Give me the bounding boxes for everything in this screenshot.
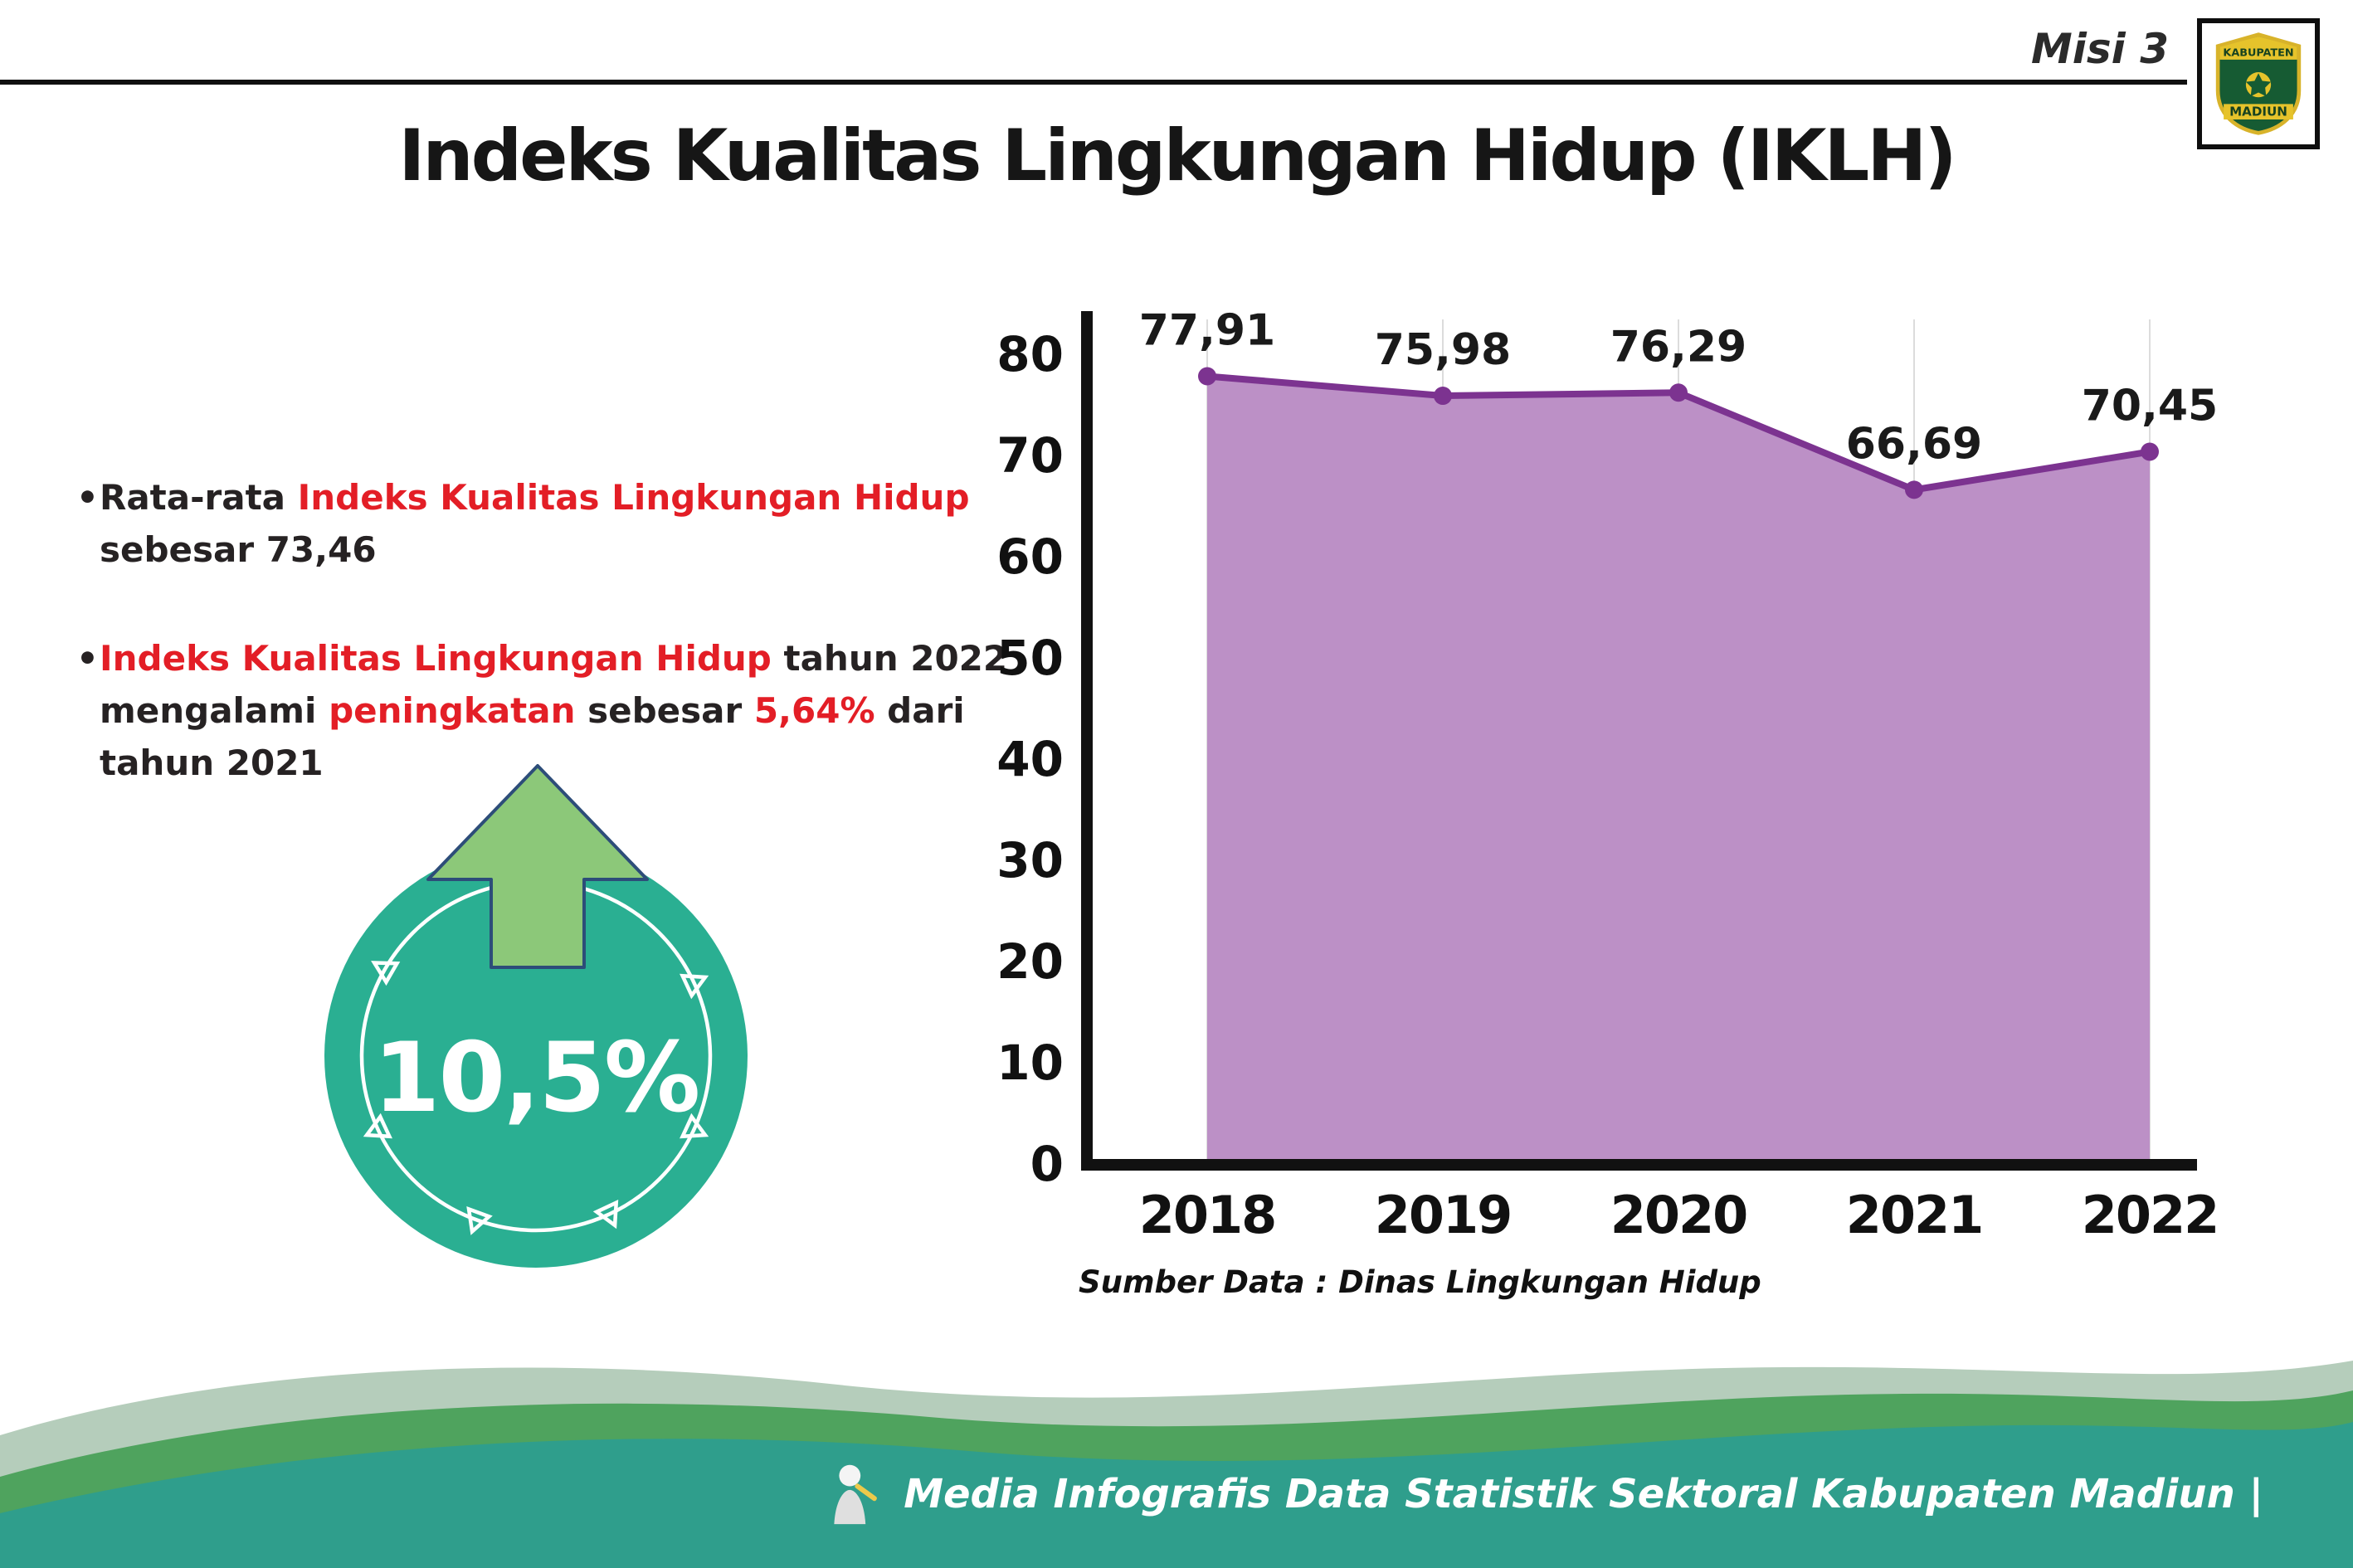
data-point — [1198, 367, 1216, 386]
data-point — [2141, 442, 2159, 461]
badge-ring-decorations — [363, 961, 709, 1235]
text-segment: tahun 2021 — [100, 743, 324, 783]
wave-teal — [0, 1422, 2353, 1568]
header-rule — [0, 80, 2187, 85]
y-tick-label: 80 — [996, 326, 1064, 382]
data-label: 70,45 — [2082, 382, 2218, 431]
data-label: 66,69 — [1846, 419, 1982, 469]
shield-emblem-icon: KABUPATEN MADIUN — [2215, 32, 2302, 135]
ring-triangle-icon — [466, 1206, 493, 1235]
text-segment: sebesar — [575, 690, 754, 731]
badge-value: 10,5% — [373, 1022, 700, 1134]
y-tick-label: 0 — [1030, 1136, 1064, 1192]
bullet-marker: • — [76, 477, 99, 518]
x-tick-label: 2019 — [1375, 1185, 1512, 1245]
bullet-marker: • — [76, 638, 99, 679]
x-tick-label: 2020 — [1610, 1185, 1747, 1245]
svg-text:MADIUN: MADIUN — [2229, 104, 2287, 119]
ring-triangle-icon — [680, 973, 709, 1000]
data-point — [1905, 480, 1923, 499]
credit-text: Media Infografis Data Statistik Sektoral… — [904, 1471, 2263, 1517]
writer-mascot-icon — [834, 1464, 878, 1525]
ring-triangle-icon — [680, 1113, 709, 1139]
text-segment: Indeks Kualitas Lingkungan Hidup — [297, 477, 970, 518]
page-title: Indeks Kualitas Lingkungan Hidup (IKLH) — [398, 114, 1956, 197]
data-label: 75,98 — [1375, 325, 1511, 375]
x-tick-label: 2021 — [1846, 1185, 1983, 1245]
kabupaten-madiun-logo: KABUPATEN MADIUN — [2197, 18, 2320, 149]
data-point — [1434, 387, 1452, 406]
footer-wave — [0, 1361, 2353, 1568]
y-tick-label: 40 — [996, 731, 1064, 787]
y-tick-label: 60 — [996, 528, 1064, 585]
x-tick-label: 2022 — [2082, 1185, 2219, 1245]
text-segment: Indeks Kualitas Lingkungan Hidup — [100, 638, 772, 679]
bullet-item: • Indeks Kualitas Lingkungan Hidup tahun … — [76, 632, 1007, 789]
ring-triangle-icon — [371, 961, 401, 986]
chart-source: Sumber Data : Dinas Lingkungan Hidup — [1079, 1264, 1761, 1300]
y-tick-label: 20 — [996, 933, 1064, 990]
ring-triangle-icon — [363, 1113, 392, 1139]
text-segment: mengalami — [100, 690, 329, 731]
misi-label: Misi 3 — [2031, 25, 2169, 73]
text-segment: Rata-rata — [100, 477, 298, 518]
increase-badge — [324, 764, 748, 1268]
bullet-list: • Rata-rata Indeks Kualitas Lingkungan Hi… — [76, 471, 1007, 845]
text-segment: sebesar 73,46 — [100, 529, 377, 570]
y-tick-label: 70 — [996, 427, 1064, 484]
iklh-area-chart: 77,91 75,98 76,29 66,69 70,45 0 10 20 30 40 50 60 70… — [996, 305, 2219, 1245]
y-tick-label: 50 — [996, 630, 1064, 686]
bullet-item: • Rata-rata Indeks Kualitas Lingkungan Hi… — [76, 471, 972, 576]
y-tick-label: 30 — [996, 832, 1064, 889]
x-tick-label: 2018 — [1139, 1185, 1276, 1245]
chart-area — [1207, 376, 2150, 1165]
text-segment: 5,64% — [753, 690, 875, 731]
data-point — [1669, 383, 1688, 402]
badge-circle — [324, 845, 748, 1268]
text-segment: peningkatan — [329, 690, 576, 731]
y-tick-label: 10 — [996, 1035, 1064, 1091]
svg-text:KABUPATEN: KABUPATEN — [2223, 46, 2293, 59]
footer-credit: Media Infografis Data Statistik Sektoral… — [816, 1458, 2263, 1530]
data-label: 77,91 — [1139, 305, 1275, 355]
data-label: 76,29 — [1610, 322, 1746, 372]
up-arrow-icon — [426, 764, 649, 969]
text-segment: dari — [874, 690, 965, 731]
text-segment: tahun 2022 — [771, 638, 1008, 679]
ring-triangle-icon — [592, 1200, 619, 1230]
